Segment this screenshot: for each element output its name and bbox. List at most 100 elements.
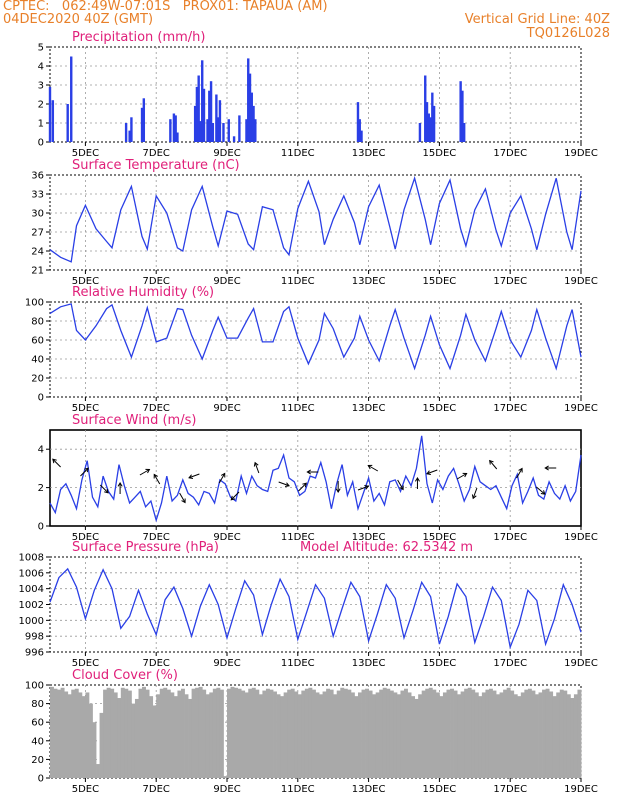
panel-frame [49, 174, 582, 271]
panel-frame [49, 429, 582, 527]
cloud-bar [223, 776, 228, 778]
precip-bar [176, 132, 179, 142]
cloud-bar [432, 689, 437, 778]
cloud-bar [304, 688, 309, 778]
wind-arrow [153, 474, 161, 485]
cloud-bar [113, 692, 118, 778]
cloud-bar [88, 703, 93, 778]
xtick-label: 9DEC [213, 276, 240, 287]
cloud-bar [577, 689, 582, 778]
cloud-bar [301, 690, 306, 778]
xtick-label: 5DEC [72, 532, 99, 543]
xtick-label: 7DEC [143, 276, 170, 287]
series-line [49, 175, 582, 263]
cloud-bar [142, 686, 146, 778]
cloud-bar [496, 694, 500, 778]
panel-title: Surface Pressure (hPa) [72, 540, 219, 555]
panel-title: Precipitation (mm/h) [72, 30, 205, 45]
xtick-label: 13DEC [352, 784, 386, 795]
wind-arrow [357, 485, 369, 491]
precip-bar [140, 107, 144, 142]
xtick-label: 15DEC [423, 532, 457, 543]
wind-arrow [298, 482, 307, 492]
ytick-label: 4 [38, 62, 44, 73]
wind-arrow [52, 458, 61, 468]
wind-arrowhead [253, 461, 259, 467]
panel-4: 996 998 1000 1002 1004 1006 1008 5DEC 7DEC 9DEC 11… [19, 540, 598, 669]
cloud-bar [50, 686, 54, 778]
xtick-label: 7DEC [143, 403, 170, 414]
cloud-bar [552, 696, 557, 778]
panel-2: 0 20 40 60 80 100 5DEC 7DEC 9DEC 11DEC 13DEC 15DEC 1… [25, 285, 598, 414]
cloud-bar [127, 690, 132, 778]
xtick-label: 9DEC [213, 658, 240, 669]
wind-arrowhead [306, 469, 312, 475]
cloud-bar [53, 688, 58, 778]
cloud-bar [428, 687, 433, 778]
cloud-bar [117, 698, 122, 778]
precip-bar [356, 102, 360, 142]
panel-title: Relative Humidity (%) [72, 285, 214, 300]
precip-bar [48, 86, 52, 142]
cloud-bar [290, 688, 295, 778]
cloud-bar [414, 698, 419, 778]
precip-bar [358, 119, 361, 142]
precip-bar [66, 104, 69, 142]
cloud-bar [67, 694, 72, 778]
wind-arrowhead [471, 494, 477, 500]
cloud-bar [166, 689, 171, 778]
precip-bar [250, 92, 253, 142]
xtick-label: 19DEC [564, 658, 598, 669]
cloud-bar [198, 686, 203, 778]
wind-arrow [368, 465, 379, 472]
cloud-bar [361, 689, 366, 778]
xtick-label: 11DEC [281, 532, 315, 543]
cloud-bar [244, 692, 249, 778]
xtick-label: 5DEC [72, 148, 99, 159]
cloud-bar [573, 694, 578, 778]
cloud-bar [503, 689, 508, 778]
wind-arrowhead [52, 458, 57, 464]
cloud-bar [545, 688, 550, 778]
cloud-bar [237, 688, 242, 778]
precip-bar [201, 60, 204, 142]
cloud-bar [499, 692, 504, 778]
cloud-bar [85, 692, 90, 778]
precip-bar [216, 117, 220, 142]
cloud-bar [350, 692, 355, 778]
cloud-bar [393, 692, 398, 778]
cloud-bar [389, 690, 394, 778]
cloud-bar [180, 688, 185, 778]
cloud-bar [481, 692, 486, 778]
precip-bar [461, 90, 464, 142]
precip-bar [124, 123, 128, 142]
ytick-label: 0 [38, 774, 44, 785]
cloud-bar [357, 692, 362, 778]
ytick-label: 30 [31, 209, 44, 220]
cloud-bar [442, 692, 447, 778]
ytick-label: 1002 [19, 600, 44, 611]
xtick-label: 17DEC [493, 532, 527, 543]
series-line [49, 435, 582, 523]
xtick-label: 13DEC [352, 532, 386, 543]
cloud-bar [510, 690, 515, 778]
panel-3: 0 2 4 5DEC 7DEC 9DEC 11DEC 13DEC 15DEC 17DEC 19DEC… [38, 413, 598, 543]
panel-1: 21 24 27 30 33 36 5DEC 7DEC 9DEC 11DEC 13DEC 15DEC 1… [31, 158, 598, 287]
precip-bar [130, 117, 133, 142]
cloud-bar [453, 690, 458, 778]
cloud-bar [230, 686, 235, 778]
cloud-bar [382, 687, 387, 778]
xtick-label: 5DEC [72, 403, 99, 414]
precip-bar [427, 113, 430, 142]
cloud-bar [478, 696, 483, 778]
wind-arrow [179, 492, 186, 503]
xtick-label: 13DEC [352, 148, 386, 159]
ytick-label: 998 [25, 632, 44, 643]
wind-arrowhead [220, 472, 226, 478]
ytick-label: 1008 [19, 553, 44, 564]
precip-bar [215, 94, 218, 142]
cloud-bar [163, 687, 168, 778]
cloud-bar [379, 689, 384, 778]
wind-arrowhead [145, 468, 151, 474]
ytick-label: 40 [31, 355, 44, 366]
